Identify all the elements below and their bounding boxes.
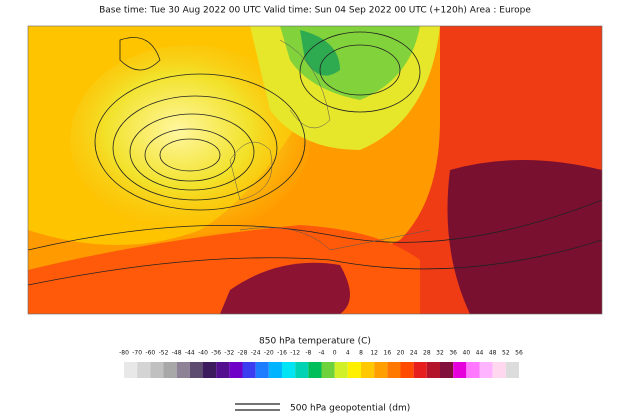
colorbar-box [137,362,151,378]
colorbar-tick-label: 56 [515,350,523,357]
colorbar-tick-label: -48 [172,350,182,357]
colorbar-box [295,362,309,378]
colorbar-box [203,362,217,378]
colorbar-box [150,362,164,378]
colorbar-tick-label: 28 [423,350,431,357]
hot-core-east [447,160,602,314]
map-frame [27,25,603,315]
colorbar-box [255,362,269,378]
colorbar-tick-label: 36 [449,350,457,357]
colorbar-box [176,362,190,378]
title: Base time: Tue 30 Aug 2022 00 UTC Valid … [99,6,531,16]
contour-legend-label: 500 hPa geopotential (dm) [290,404,410,414]
green-core [300,30,340,76]
colorbar-tick-label: -80 [119,350,129,357]
cool-region [70,45,310,235]
colorbar-box [453,362,467,378]
colorbar-box [308,362,322,378]
colorbar-tick-label: -52 [159,350,169,357]
colorbar-box [505,362,519,378]
colorbar-tick-label: 40 [463,350,471,357]
colorbar-box [492,362,506,378]
colorbar-box [124,362,138,378]
colorbar-box [321,362,335,378]
colorbar-tick-label: -44 [185,350,195,357]
colorbar-tick-label: -36 [211,350,221,357]
colorbar-tick-label: 16 [384,350,392,357]
colorbar-box [282,362,296,378]
colorbar-tick-label: -24 [251,350,261,357]
colorbar-tick-label: -8 [305,350,311,357]
colorbar-tick-label: -20 [264,350,274,357]
colorbar-tick-label: 4 [346,350,350,357]
colorbar-tick-label: 20 [397,350,405,357]
colorbar-box [479,362,493,378]
colorbar-tick-label: 44 [476,350,484,357]
colorbar-tick-label: -32 [224,350,234,357]
map [28,26,602,314]
colorbar-box [466,362,480,378]
hot-core-south [220,262,350,314]
colorbar-box [426,362,440,378]
colorbar-box [334,362,348,378]
colorbar-tick-label: 48 [489,350,497,357]
colorbar-tick-label: 32 [436,350,444,357]
coastlines [229,39,431,251]
colorbar-tick-label: -4 [319,350,325,357]
colorbar-tick-label: -12 [290,350,300,357]
colorbar-box [268,362,282,378]
colorbar-box [189,362,203,378]
colorbar-box [400,362,414,378]
colorbar-tick-label: -70 [132,350,142,357]
colorbar-tick-label: -16 [277,350,287,357]
colorbar-box [242,362,256,378]
colorbar-box [413,362,427,378]
colorbar-box [374,362,388,378]
colorbar-tick-label: 12 [370,350,378,357]
contours [28,31,602,286]
colorbar-box [216,362,230,378]
colorbar-box [163,362,177,378]
colorbar-tick-label: -60 [145,350,155,357]
colorbar-tick-label: -28 [238,350,248,357]
colorbar-box [347,362,361,378]
legend-title: 850 hPa temperature (C) [259,337,371,347]
colorbar-box [361,362,375,378]
colorbar-tick-label: 24 [410,350,418,357]
colorbar-tick-label: 52 [502,350,510,357]
colorbar-tick-label: -40 [198,350,208,357]
colorbar-tick-label: 0 [333,350,337,357]
colorbar-box [229,362,243,378]
colorbar-box [440,362,454,378]
colorbar: -80 -70 -60 -52 -48 -44 -40 -36 -32 -28 -24 -20 -16-… [119,350,523,378]
colorbar-box [387,362,401,378]
colorbar-tick-label: 8 [359,350,363,357]
